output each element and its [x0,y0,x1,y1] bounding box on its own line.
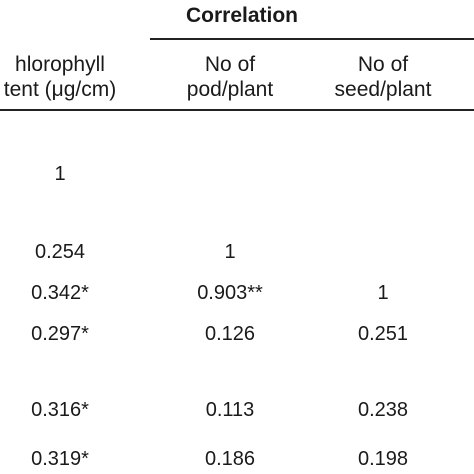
header-pod-plant: No of pod/plant [186,53,274,101]
title-rule [150,38,474,40]
table-cell: 0.238 [357,399,409,421]
header-seed-plant: No of seed/plant [334,53,432,101]
table-cell: 1 [377,282,389,304]
header-rule [0,109,474,111]
table-cell: 0.198 [357,448,409,470]
table-cell: 1 [54,163,66,185]
table-cell: 0.254 [34,241,86,263]
table-cell: 0.251 [357,323,409,345]
table-cell: 0.319* [31,448,89,470]
table-cell: 0.126 [204,323,256,345]
table-cell: 0.113 [205,399,255,421]
table-cell: 0.903** [197,282,263,304]
header-chlorophyll: hlorophyll tent (μg/cm) [3,53,117,101]
table-cell: 0.342* [31,282,89,304]
table-cell: 1 [224,241,236,263]
table-cell: 0.186 [204,448,256,470]
table-cell: 0.297* [31,323,89,345]
table-title: Correlation [185,4,298,27]
table-cell: 0.316* [31,399,89,421]
